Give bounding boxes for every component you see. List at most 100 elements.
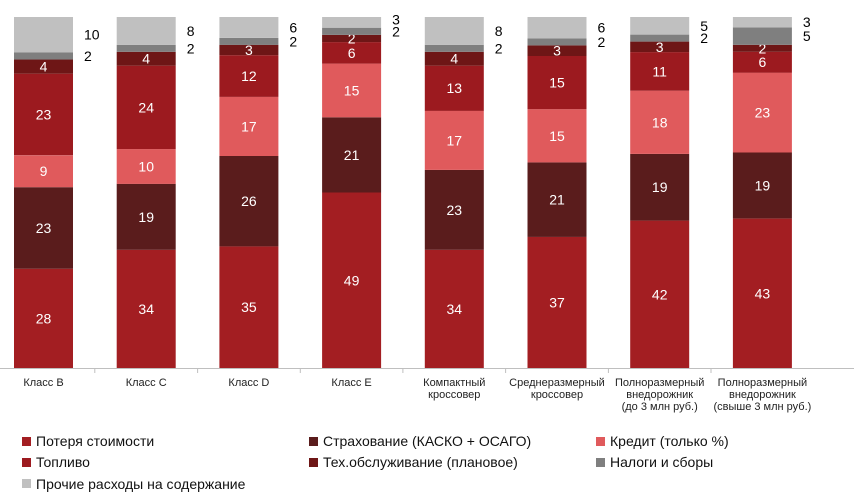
bar-side-value-label: 10 [84, 27, 100, 43]
bar-side-value-label: 5 [803, 28, 811, 44]
legend-label: Налоги и сборы [610, 454, 714, 471]
bar-side-value-label: 6 [598, 20, 606, 36]
legend-swatch [596, 436, 605, 446]
bar-segment [732, 218, 792, 368]
bar-segment [219, 156, 279, 247]
legend-label: Страхование (КАСКО + ОСАГО) [323, 433, 532, 449]
bar-segment [424, 51, 484, 66]
bar-value-label: 15 [549, 75, 565, 91]
bar-value-label: 28 [36, 310, 52, 326]
bar-segment [322, 34, 382, 43]
bar-value-label: 34 [447, 301, 463, 317]
bar-value-label: 24 [138, 99, 154, 115]
bar-segment [219, 17, 279, 38]
bar-segment [116, 17, 176, 45]
bar-segment [116, 51, 176, 66]
bar-segment [527, 162, 587, 237]
bar-segment [116, 65, 176, 150]
legend-swatch [309, 436, 318, 446]
bar-value-label: 34 [138, 301, 154, 317]
legend-swatch [22, 436, 31, 446]
bar-side-value-label: 3 [803, 14, 811, 30]
bar-segment [424, 169, 484, 250]
bar-segment [732, 44, 792, 52]
legend-item: Потеря стоимости [22, 432, 309, 450]
bar-segment [116, 183, 176, 250]
bars-layer: 2823923421034191024428352617123264921156… [14, 11, 811, 368]
bar-segment [732, 152, 792, 219]
bar-value-label: 4 [142, 51, 150, 67]
bar-segment [630, 41, 690, 53]
bar-segment [630, 90, 690, 154]
category-labels: Класс B Класс C Класс D Класс E Компактный кр… [23, 377, 811, 413]
bar-segment [322, 27, 382, 35]
bar-side-value-label: 6 [289, 19, 297, 35]
bar-segment [219, 55, 279, 97]
bar-side-value-label: 2 [187, 40, 195, 56]
legend-item: Страхование (КАСКО + ОСАГО) [309, 432, 596, 450]
bar-segment [219, 37, 279, 45]
legend-item: Тех.обслуживание (плановое) [309, 453, 596, 471]
bar-value-label: 18 [652, 114, 668, 130]
bar-side-value-label: 5 [700, 18, 708, 34]
legend-item: Налоги и сборы [596, 453, 836, 471]
bar-value-label: 4 [40, 59, 48, 75]
bar-side-value-label: 2 [495, 40, 503, 56]
bar-value-label: 4 [450, 51, 458, 67]
category-label: Компактный кроссовер [423, 377, 485, 401]
bar-segment [322, 17, 382, 28]
legend-swatch [22, 457, 31, 467]
bar-segment [424, 110, 484, 170]
bar-segment [14, 59, 73, 74]
category-label: Полноразмерный внедорожник (до 3 млн руб.) [615, 377, 704, 413]
category-label: Полноразмерный внедорожник (свыше 3 млн ру… [713, 377, 811, 413]
bar-segment [322, 42, 382, 64]
legend-swatch [22, 479, 31, 489]
legend-swatch [596, 457, 605, 467]
bar-segment [219, 44, 279, 56]
bar-value-label: 19 [138, 209, 154, 225]
category-label: Класс D [228, 377, 269, 389]
bar-value-label: 6 [348, 45, 356, 61]
bar-value-label: 37 [549, 294, 565, 310]
legend: Потеря стоимости Страхование (КАСКО + ОСА… [22, 432, 842, 496]
bar-segment [322, 117, 382, 193]
stacked-bar-chart: 2823923421034191024428352617123264921156… [0, 11, 854, 413]
bar-value-label: 2 [348, 31, 356, 47]
bar-segment [630, 34, 690, 42]
legend-label: Прочие расходы на содержание [36, 475, 246, 492]
bar-value-label: 2 [759, 40, 767, 56]
legend-label: Тех.обслуживание (плановое) [323, 454, 518, 471]
bar-segment [219, 246, 279, 368]
bar-value-label: 15 [344, 82, 360, 98]
bar-segment [116, 249, 176, 368]
bar-value-label: 12 [241, 68, 257, 84]
bar-segment [14, 52, 73, 60]
bar-value-label: 3 [656, 39, 664, 55]
bar-value-label: 3 [245, 42, 253, 58]
bar-value-label: 17 [241, 119, 257, 135]
bar-value-label: 43 [755, 285, 771, 301]
bar-side-value-label: 2 [392, 23, 400, 39]
bar-value-label: 23 [755, 105, 771, 121]
bar-segment [527, 236, 587, 368]
bar-segment [527, 38, 587, 46]
bar-value-label: 35 [241, 299, 257, 315]
bar-value-label: 15 [549, 128, 565, 144]
bar-segment [116, 149, 176, 184]
bar-value-label: 3 [553, 43, 561, 59]
bar-value-label: 23 [36, 107, 52, 123]
bar-value-label: 6 [759, 54, 767, 70]
bar-value-label: 19 [755, 178, 771, 194]
bar-segment [424, 65, 484, 111]
bar-side-value-label: 2 [598, 34, 606, 50]
bar-segment [14, 187, 73, 269]
bar-value-label: 26 [241, 193, 257, 209]
bar-value-label: 21 [344, 147, 360, 163]
bar-value-label: 9 [40, 163, 48, 179]
bar-segment [527, 17, 587, 39]
legend-swatch [309, 457, 318, 467]
bar-side-value-label: 2 [289, 33, 297, 49]
bar-value-label: 21 [549, 192, 565, 208]
bar-segment [219, 96, 279, 156]
